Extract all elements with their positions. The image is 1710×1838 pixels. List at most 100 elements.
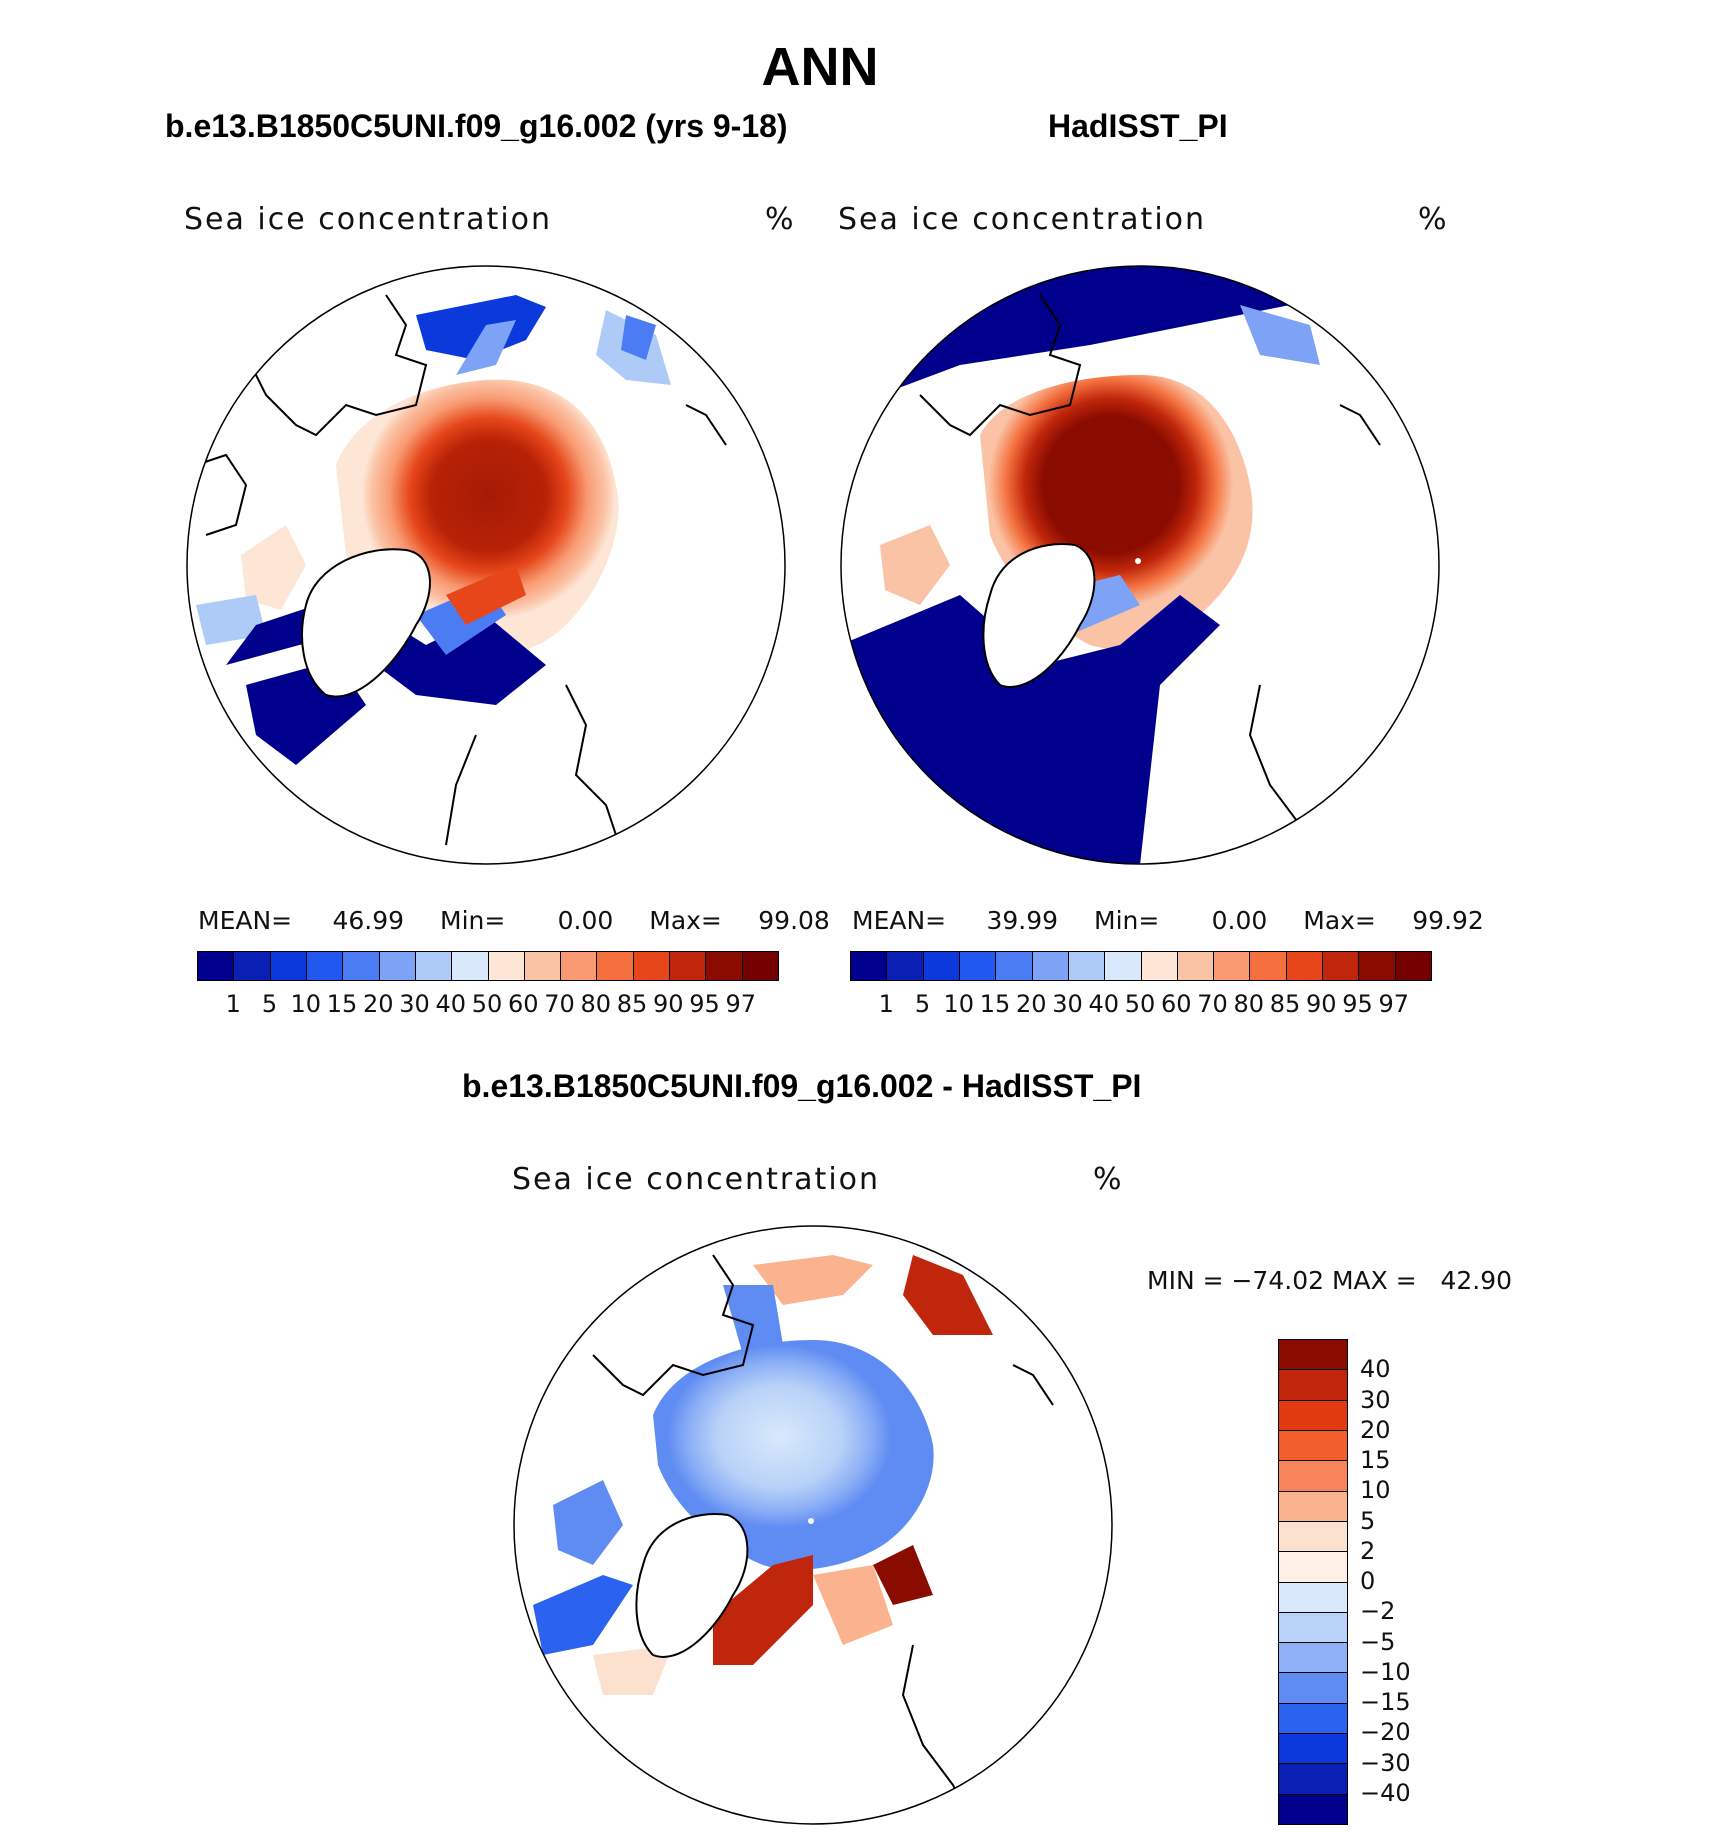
colorbar-tick-label: 97 (1378, 990, 1410, 1018)
colorbar-swatch (887, 952, 924, 980)
colorbar-tick-label: 20 (362, 990, 394, 1018)
colorbar-swatch (1032, 952, 1069, 980)
colorbar-tick-label: 15 (1360, 1446, 1391, 1474)
colorbar-swatch (923, 952, 960, 980)
colorbar-tick-label: 95 (689, 990, 720, 1018)
colorbar-swatch (343, 952, 380, 980)
polar-map-model (186, 265, 786, 865)
colorbar-tick-label: 30 (399, 990, 430, 1018)
colorbar-model (197, 951, 779, 981)
colorbar-swatch (1279, 1582, 1347, 1613)
atlantic-light-anomaly (593, 1645, 673, 1695)
colorbar-tick-label: 80 (580, 990, 612, 1018)
colorbar-tick-label: 15 (326, 990, 358, 1018)
panel-obs-variable-label: Sea ice concentration (838, 202, 1207, 237)
colorbar-tick-label: 40 (1360, 1355, 1391, 1384)
greenland-landmass-diff (635, 1513, 749, 1658)
colorbar-tick-label: −30 (1360, 1748, 1411, 1777)
colorbar-swatch (851, 952, 888, 980)
colorbar-swatch (1279, 1673, 1347, 1704)
coastline-scandinavia (565, 684, 627, 864)
colorbar-tick-label: 20 (1015, 990, 1047, 1018)
colorbar-tick-label: 5 (261, 990, 278, 1018)
colorbar-swatch (488, 952, 525, 980)
colorbar-tick-label: −15 (1360, 1688, 1411, 1716)
colorbar-swatch (633, 952, 671, 980)
colorbar-tick-label: 20 (1360, 1415, 1391, 1444)
coastline-british-isles (445, 734, 477, 846)
mean-label: MEAN= (852, 906, 947, 935)
panel-model-stats: MEAN= 46.99 Min= 0.00 Max= 99.08 (198, 906, 830, 935)
colorbar-swatch (1323, 952, 1360, 980)
panel-model-title: b.e13.B1850C5UNI.f09_g16.002 (yrs 9-18) (165, 108, 788, 144)
colorbar-tick-label: 30 (1360, 1385, 1391, 1414)
map-boundary-circle (840, 265, 1440, 865)
colorbar-tick-label: 10 (943, 990, 975, 1018)
colorbar-swatch (1279, 1400, 1347, 1431)
greenland-landmass-obs (982, 543, 1096, 688)
colorbar-difference (1278, 1339, 1348, 1825)
colorbar-swatch (270, 952, 307, 980)
colorbar-tick-label: 60 (1160, 990, 1192, 1018)
colorbar-difference-labels: 40 30 20 15 10 5 2 0 −2 −5 −10 −15 −20 −30 −40 (1360, 1339, 1440, 1823)
colorbar-tick-label: 50 (471, 990, 503, 1018)
colorbar-swatch (670, 952, 707, 980)
okhotsk-positive-anomaly (903, 1255, 993, 1335)
colorbar-swatch (1068, 952, 1106, 980)
coastline-siberia-diff (592, 1254, 755, 1397)
coastline-siberia (245, 294, 428, 437)
colorbar-swatch (597, 952, 634, 980)
colorbar-swatch (1279, 1612, 1347, 1644)
colorbar-swatch (379, 952, 416, 980)
colorbar-swatch (1141, 952, 1178, 980)
colorbar-swatch (524, 952, 562, 980)
colorbar-swatch (706, 952, 743, 980)
panel-model-variable-label: Sea ice concentration (184, 202, 553, 237)
panel-model-units-label: % (765, 202, 796, 237)
colorbar-tick-label: 60 (507, 990, 539, 1018)
colorbar-tick-label: 97 (725, 990, 757, 1018)
bering-ice-patch (416, 295, 546, 360)
coastline-alaska-obs (1339, 404, 1381, 446)
coastline-canada (195, 453, 248, 536)
colorbar-swatch (1279, 1764, 1347, 1795)
colorbar-swatch (415, 952, 453, 980)
colorbar-swatch (1279, 1370, 1347, 1401)
colorbar-model-labels: 1 5 10 15 20 30 40 50 60 70 80 85 90 95 97 (197, 990, 777, 1020)
map-boundary-circle (513, 1225, 1113, 1825)
colorbar-tick-label: 5 (914, 990, 931, 1018)
colorbar-tick-label: 2 (1360, 1536, 1376, 1565)
coastline-siberia-obs (919, 294, 1082, 437)
colorbar-tick-label: 15 (979, 990, 1011, 1018)
colorbar-swatch (1279, 1430, 1347, 1462)
pole-hole (808, 1518, 814, 1524)
colorbar-tick-label: 1 (225, 990, 241, 1018)
colorbar-tick-label: 40 (1088, 990, 1120, 1018)
colorbar-tick-label: 0 (1360, 1567, 1376, 1595)
colorbar-swatch (306, 952, 344, 980)
colorbar-tick-label: 10 (1360, 1476, 1391, 1505)
colorbar-tick-label: −5 (1360, 1627, 1396, 1656)
colorbar-obs-labels: 1 5 10 15 20 30 40 50 60 70 80 85 90 95 97 (850, 990, 1430, 1020)
colorbar-swatch (1279, 1521, 1347, 1553)
colorbar-tick-label: −2 (1360, 1597, 1396, 1626)
colorbar-swatch (1279, 1703, 1347, 1735)
min-label: Min= (440, 906, 506, 935)
greenland-sea-positive-anomaly (713, 1555, 813, 1665)
colorbar-swatch (959, 952, 997, 980)
colorbar-tick-label: 10 (290, 990, 322, 1018)
colorbar-swatch (1214, 952, 1251, 980)
barents-positive-anomaly (873, 1545, 933, 1605)
colorbar-tick-label: 40 (435, 990, 467, 1018)
min-label: Min= (1094, 906, 1160, 935)
colorbar-swatch (1279, 1734, 1347, 1765)
colorbar-tick-label: 5 (1360, 1506, 1376, 1535)
panel-diff-units-label: % (1093, 1162, 1124, 1197)
max-label: Max= (649, 906, 722, 935)
colorbar-swatch (234, 952, 271, 980)
mean-value: 46.99 (332, 906, 405, 935)
max-value: 99.92 (1412, 906, 1484, 935)
colorbar-swatch (1279, 1491, 1347, 1522)
colorbar-swatch (1279, 1340, 1347, 1371)
colorbar-swatch (1279, 1461, 1347, 1492)
